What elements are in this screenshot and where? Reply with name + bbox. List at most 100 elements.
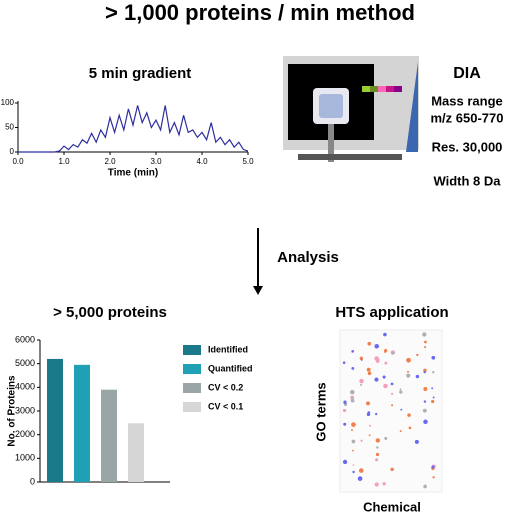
bar bbox=[101, 389, 117, 482]
y-tick-label: 0 bbox=[30, 476, 35, 486]
probe bbox=[328, 124, 334, 162]
hts-dot bbox=[352, 464, 355, 466]
bar bbox=[47, 358, 63, 482]
hts-dot bbox=[342, 459, 348, 465]
hts-dot bbox=[382, 375, 386, 379]
dia-line: m/z 650-770 bbox=[431, 110, 504, 125]
hts-dot bbox=[359, 356, 364, 361]
y-tick-label: 6000 bbox=[15, 334, 35, 344]
hts-dot bbox=[375, 458, 379, 462]
hts-dot bbox=[342, 408, 347, 413]
hts-dot bbox=[368, 434, 371, 437]
wedge bbox=[406, 62, 418, 152]
hts-dot bbox=[367, 341, 372, 346]
hts-dot bbox=[423, 370, 426, 374]
hts-dot bbox=[352, 397, 354, 399]
hts-dot bbox=[423, 400, 427, 403]
base bbox=[298, 154, 402, 160]
hts-dot bbox=[424, 346, 427, 349]
trace bbox=[18, 105, 249, 153]
x-tick-label: 4.0 bbox=[196, 157, 208, 166]
hts-dot bbox=[366, 412, 371, 417]
hts-dot bbox=[423, 484, 427, 489]
x-tick-label: 1.0 bbox=[58, 157, 70, 166]
hts-dot bbox=[400, 408, 403, 411]
legend-swatch bbox=[183, 364, 201, 374]
hts-dot bbox=[406, 357, 411, 363]
hts-dot bbox=[415, 374, 420, 379]
hts-dot bbox=[374, 412, 378, 416]
y-tick-label: 100 bbox=[1, 98, 15, 107]
y-tick-label: 3000 bbox=[15, 405, 35, 415]
hts-dot bbox=[352, 449, 354, 452]
hts-dot bbox=[432, 396, 435, 399]
hts-dot bbox=[384, 361, 388, 365]
legend-label: Quantified bbox=[208, 363, 253, 373]
dia-title: DIA bbox=[453, 65, 481, 82]
hts-dot bbox=[384, 348, 388, 353]
hts-dot bbox=[374, 482, 379, 487]
hts-dot bbox=[382, 482, 386, 486]
chart-title: > 5,000 proteins bbox=[53, 304, 167, 321]
hts-dot bbox=[416, 353, 419, 357]
hts-dot bbox=[431, 465, 435, 469]
legend-label: CV < 0.2 bbox=[208, 382, 243, 392]
x-tick-label: 3.0 bbox=[150, 157, 162, 166]
legend-swatch bbox=[183, 383, 201, 393]
x-tick-label: 2.0 bbox=[104, 157, 116, 166]
color-strip bbox=[362, 86, 402, 92]
hts-dot bbox=[408, 426, 412, 430]
hts-dot bbox=[343, 400, 347, 404]
bar bbox=[74, 364, 90, 482]
hts-dot bbox=[358, 468, 364, 473]
dia-line: Mass range bbox=[431, 93, 503, 108]
hts-dot bbox=[374, 377, 379, 382]
y-tick-label: 5000 bbox=[15, 358, 35, 368]
x-tick-label: 5.0 bbox=[242, 157, 254, 166]
hts-dot bbox=[360, 359, 363, 361]
hts-dot bbox=[423, 419, 428, 425]
hts-title: HTS application bbox=[335, 304, 448, 321]
hts-dot bbox=[424, 340, 427, 344]
hts-dot bbox=[351, 429, 353, 432]
source-inner bbox=[319, 94, 343, 118]
hts-dot bbox=[399, 430, 402, 433]
hts-dot bbox=[422, 408, 427, 413]
hts-dot bbox=[350, 398, 355, 403]
hts-y-label: GO terms bbox=[313, 382, 328, 441]
hts-dot bbox=[366, 367, 371, 372]
x-tick-label: 0.0 bbox=[12, 157, 24, 166]
hts-dot bbox=[422, 332, 427, 337]
x-axis-label: Time (min) bbox=[108, 168, 158, 179]
hts-dot bbox=[407, 370, 410, 373]
hts-dot bbox=[407, 413, 411, 417]
hts-dot bbox=[352, 470, 355, 474]
hts-dot bbox=[376, 446, 379, 449]
chart-title: 5 min gradient bbox=[89, 65, 192, 82]
hts-dot bbox=[351, 439, 356, 444]
hts-dot bbox=[414, 439, 419, 444]
hts-dot bbox=[432, 476, 435, 479]
arrow-label: Analysis bbox=[277, 249, 339, 266]
hts-dot bbox=[343, 422, 347, 426]
dia-line: Res. 30,000 bbox=[432, 139, 503, 154]
hts-dot bbox=[391, 404, 394, 407]
hts-dot bbox=[360, 383, 363, 386]
legend-label: CV < 0.1 bbox=[208, 401, 243, 411]
hts-dot bbox=[423, 387, 428, 392]
hts-dot bbox=[351, 366, 355, 370]
hts-dot bbox=[375, 452, 380, 457]
hts-dot bbox=[351, 350, 354, 353]
hts-dot bbox=[390, 392, 394, 395]
y-tick-label: 2000 bbox=[15, 429, 35, 439]
legend-label: Identified bbox=[208, 344, 248, 354]
hts-dots bbox=[342, 332, 436, 489]
hts-dot bbox=[399, 388, 402, 391]
main-title: > 1,000 proteins / min method bbox=[105, 0, 415, 25]
hts-dot bbox=[431, 355, 436, 360]
hts-dot bbox=[383, 383, 388, 389]
hts-dot bbox=[350, 389, 355, 395]
hts-dot bbox=[375, 358, 380, 363]
hts-dot bbox=[399, 390, 403, 394]
hts-dot bbox=[431, 387, 434, 390]
